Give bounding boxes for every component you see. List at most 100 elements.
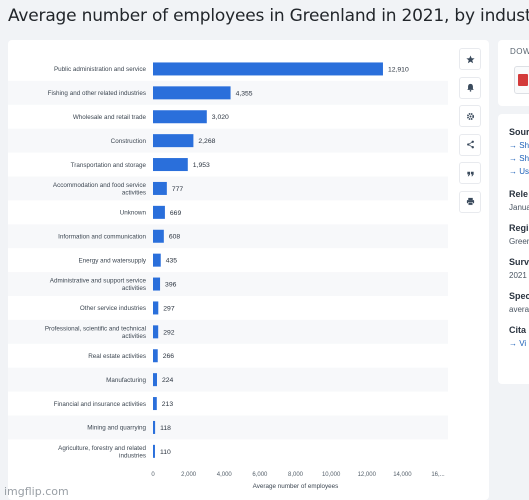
value-label: 608 <box>169 234 181 241</box>
region-title: Regi <box>509 223 529 233</box>
download-panel: DOW <box>498 40 529 106</box>
chart-toolbar <box>459 48 481 219</box>
x-tick-label: 12,000 <box>358 472 377 478</box>
value-label: 213 <box>162 401 174 408</box>
bar[interactable] <box>153 110 207 124</box>
favorite-button[interactable] <box>459 48 481 70</box>
page-title: Average number of employees in Greenland… <box>8 6 529 26</box>
value-label: 224 <box>162 377 174 384</box>
category-label: Unknown <box>120 210 147 217</box>
category-label: Accommodation and food service activities <box>53 182 147 197</box>
arrow-right-icon: → <box>509 167 520 176</box>
settings-button[interactable] <box>459 105 481 127</box>
x-tick-label: 10,000 <box>322 472 341 478</box>
citation-link[interactable]: → Vi <box>509 339 527 348</box>
value-label: 4,355 <box>236 90 253 97</box>
bar[interactable] <box>153 325 159 339</box>
category-label: Mining and quarrying <box>87 425 146 432</box>
download-label: DOW <box>510 47 529 56</box>
bar[interactable] <box>153 301 159 315</box>
bar[interactable] <box>153 397 157 411</box>
survey-value: 2021 <box>509 271 527 280</box>
category-label: Transportation and storage <box>71 162 147 169</box>
x-tick-label: 4,000 <box>217 472 233 478</box>
value-label: 669 <box>170 210 182 217</box>
bar[interactable] <box>153 253 161 267</box>
value-label: 1,953 <box>193 162 210 169</box>
watermark: imgflip.com <box>4 485 69 498</box>
region-value: Green <box>509 237 529 246</box>
value-label: 12,910 <box>388 66 409 73</box>
bar[interactable] <box>153 181 167 195</box>
value-label: 118 <box>160 425 171 432</box>
category-label: Real estate activities <box>88 353 146 360</box>
category-label: Professional, scientific and technical ac… <box>45 325 146 340</box>
source-link-2[interactable]: → Sh <box>509 154 529 163</box>
bar[interactable] <box>153 444 155 458</box>
arrow-right-icon: → <box>509 339 520 348</box>
source-title: Sour <box>509 127 529 137</box>
citation-title: Cita <box>509 325 527 335</box>
share-icon <box>466 140 474 149</box>
star-icon <box>465 54 475 63</box>
x-tick-label: 2,000 <box>181 472 197 478</box>
row-band <box>8 128 448 153</box>
category-label: Public administration and service <box>54 66 147 73</box>
bar[interactable] <box>153 349 158 363</box>
category-label: Information and communication <box>58 233 146 240</box>
category-label: Other service industries <box>80 305 146 312</box>
arrow-right-icon: → <box>509 154 520 163</box>
x-tick-label: 0 <box>151 472 155 478</box>
release-title: Rele <box>509 189 529 199</box>
source-link-1[interactable]: → Sh <box>509 141 529 150</box>
value-label: 777 <box>172 186 184 193</box>
bell-icon <box>466 83 474 92</box>
notification-button[interactable] <box>459 76 481 99</box>
quote-icon <box>466 171 474 176</box>
value-label: 396 <box>165 281 177 288</box>
special-title: Spec <box>509 291 529 301</box>
value-label: 3,020 <box>212 114 229 121</box>
gear-icon <box>466 112 474 120</box>
row-band <box>8 224 448 249</box>
bar[interactable] <box>153 373 157 387</box>
x-tick-label: 8,000 <box>288 472 304 478</box>
category-label: Construction <box>111 138 147 145</box>
bar[interactable] <box>153 277 161 291</box>
value-label: 297 <box>163 305 175 312</box>
print-button[interactable] <box>459 190 481 213</box>
bar[interactable] <box>153 134 194 148</box>
row-band <box>8 367 448 392</box>
cite-button[interactable] <box>459 162 481 184</box>
row-band <box>8 415 448 440</box>
release-value: Janua <box>509 203 529 212</box>
pdf-icon <box>518 74 528 86</box>
x-tick-label: 6,000 <box>252 472 268 478</box>
value-label: 435 <box>166 258 178 265</box>
x-axis-label: Average number of employees <box>253 483 339 490</box>
x-tick-label: 14,000 <box>393 472 412 478</box>
share-button[interactable] <box>459 133 481 156</box>
bar[interactable] <box>153 205 165 219</box>
category-label: Manufacturing <box>106 377 146 384</box>
category-label: Energy and watersupply <box>78 257 146 264</box>
bar[interactable] <box>153 420 156 434</box>
bar[interactable] <box>153 229 164 243</box>
special-value: avera <box>509 305 529 314</box>
row-band <box>8 176 448 201</box>
download-pdf-button[interactable] <box>514 66 529 94</box>
value-label: 292 <box>163 329 175 336</box>
source-link-3[interactable]: → Us <box>509 167 529 176</box>
category-label: Agriculture, forestry and related industr… <box>58 445 146 460</box>
survey-title: Surv <box>509 257 529 267</box>
category-label: Fishing and other related industries <box>48 90 146 97</box>
value-label: 266 <box>163 353 175 360</box>
bar[interactable] <box>153 86 231 100</box>
print-icon <box>466 197 474 206</box>
arrow-right-icon: → <box>509 141 520 150</box>
category-label: Wholesale and retail trade <box>73 114 147 121</box>
bar[interactable] <box>153 158 188 172</box>
row-band <box>8 319 448 344</box>
bar[interactable] <box>153 62 383 76</box>
